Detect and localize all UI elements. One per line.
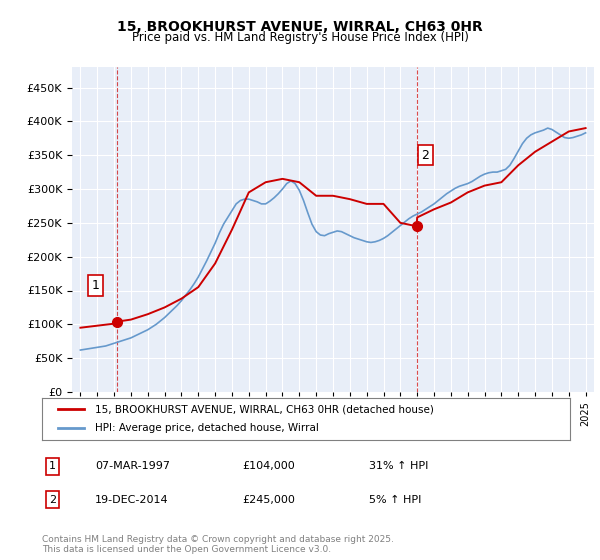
Text: 2: 2: [422, 148, 430, 161]
Text: 15, BROOKHURST AVENUE, WIRRAL, CH63 0HR: 15, BROOKHURST AVENUE, WIRRAL, CH63 0HR: [117, 20, 483, 34]
Text: £245,000: £245,000: [242, 494, 296, 505]
Text: 5% ↑ HPI: 5% ↑ HPI: [370, 494, 422, 505]
Text: 1: 1: [49, 461, 56, 472]
Text: 31% ↑ HPI: 31% ↑ HPI: [370, 461, 429, 472]
Text: HPI: Average price, detached house, Wirral: HPI: Average price, detached house, Wirr…: [95, 423, 319, 433]
Text: 2: 2: [49, 494, 56, 505]
Text: Price paid vs. HM Land Registry's House Price Index (HPI): Price paid vs. HM Land Registry's House …: [131, 31, 469, 44]
Text: £104,000: £104,000: [242, 461, 295, 472]
Text: 1: 1: [92, 279, 100, 292]
Text: Contains HM Land Registry data © Crown copyright and database right 2025.
This d: Contains HM Land Registry data © Crown c…: [42, 535, 394, 554]
Text: 07-MAR-1997: 07-MAR-1997: [95, 461, 170, 472]
Text: 19-DEC-2014: 19-DEC-2014: [95, 494, 169, 505]
Text: 15, BROOKHURST AVENUE, WIRRAL, CH63 0HR (detached house): 15, BROOKHURST AVENUE, WIRRAL, CH63 0HR …: [95, 404, 434, 414]
